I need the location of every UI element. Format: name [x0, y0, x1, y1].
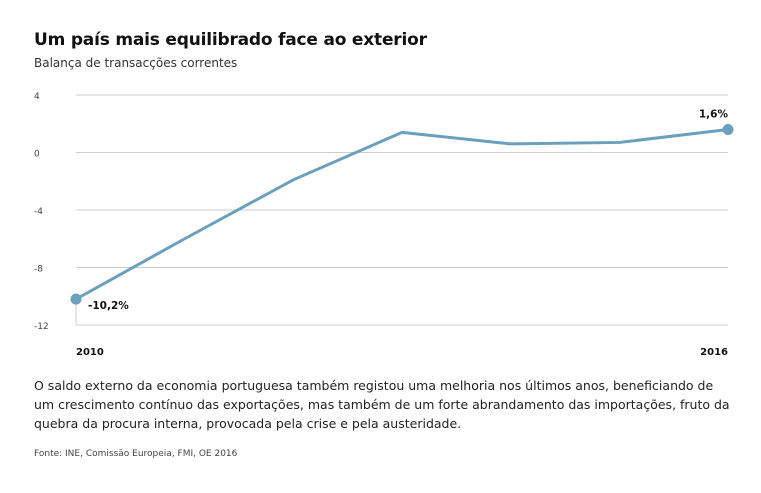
x-tick-label: 2016	[700, 347, 728, 358]
source-note: Fonte: INE, Comissão Europeia, FMI, OE 2…	[34, 449, 238, 459]
y-axis-ticks: 4 0 -4 -8 -12	[34, 92, 49, 332]
y-tick-label: -12	[34, 322, 49, 332]
data-point	[70, 293, 82, 305]
y-tick-label: 4	[34, 92, 40, 102]
y-tick-label: 0	[34, 150, 40, 160]
x-tick-label: 2010	[76, 347, 104, 358]
data-label-start: -10,2%	[88, 300, 129, 312]
series-line	[74, 128, 730, 301]
chart-subtitle: Balança de transacções correntes	[34, 56, 238, 70]
data-label-end: 1,6%	[699, 109, 729, 121]
line-chart: 4 0 -4 -8 -12 2010 2016 -10,2% 1,6%	[34, 92, 734, 358]
chart-title: Um país mais equilibrado face ao exterio…	[34, 30, 427, 50]
y-tick-label: -4	[34, 207, 43, 217]
y-tick-label: -8	[34, 265, 43, 275]
x-axis-ticks: 2010 2016	[76, 347, 728, 358]
data-point	[722, 124, 734, 135]
caption-text: O saldo externo da economia portuguesa t…	[34, 378, 730, 431]
series-group	[70, 124, 734, 305]
annotations: -10,2% 1,6%	[88, 109, 728, 313]
gridlines	[75, 94, 728, 326]
